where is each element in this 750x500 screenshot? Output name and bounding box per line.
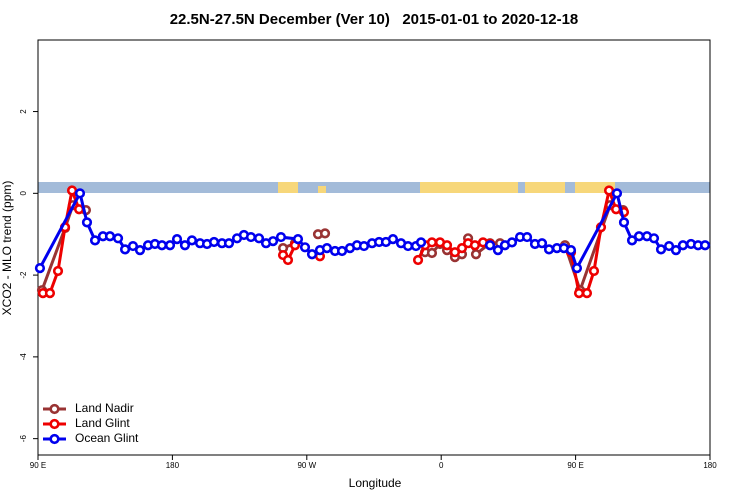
data-point <box>275 231 287 243</box>
data-point <box>321 243 333 254</box>
data-point <box>426 237 438 248</box>
data-point <box>571 263 583 274</box>
legend-label: Land Glint <box>75 416 130 430</box>
data-point <box>164 240 176 251</box>
legend-marker <box>49 433 60 445</box>
data-point <box>253 233 265 244</box>
data-point <box>611 188 623 199</box>
data-point <box>677 240 689 251</box>
x-tick-label: 180 <box>166 461 180 470</box>
data-point <box>267 236 279 247</box>
data-point <box>581 287 593 299</box>
data-point <box>415 237 427 248</box>
data-point <box>603 185 615 196</box>
data-point <box>699 240 711 251</box>
land-band <box>525 182 565 193</box>
map-strip <box>38 182 710 193</box>
data-point <box>66 185 78 196</box>
data-point <box>573 287 585 299</box>
x-tick-label: 0 <box>439 461 444 470</box>
data-point <box>655 244 667 255</box>
data-point <box>492 245 504 256</box>
data-point <box>626 235 638 246</box>
data-point <box>449 247 461 258</box>
data-point <box>506 237 518 248</box>
data-point <box>74 188 86 199</box>
data-point <box>306 249 318 260</box>
data-point <box>223 238 235 249</box>
data-point <box>119 244 131 255</box>
data-point <box>470 249 482 260</box>
data-point <box>456 243 468 254</box>
data-point <box>358 240 370 252</box>
data-point <box>299 242 311 253</box>
data-point <box>34 263 46 274</box>
y-tick-label: -6 <box>19 435 28 443</box>
land-band <box>278 182 298 193</box>
data-point <box>441 240 453 251</box>
legend-marker <box>49 418 60 430</box>
chart-title: 22.5N-27.5N December (Ver 10) 2015-01-01… <box>170 11 579 28</box>
data-point <box>44 287 56 299</box>
data-point <box>469 240 481 251</box>
data-point <box>426 247 438 259</box>
legend-label: Ocean Glint <box>75 431 139 445</box>
y-tick-label: -2 <box>19 271 28 279</box>
y-tick-label: 2 <box>19 109 28 114</box>
land-band <box>420 182 518 193</box>
x-tick-label: 90 W <box>297 461 316 470</box>
data-point <box>633 231 645 242</box>
data-point <box>179 240 191 251</box>
x-axis-label: Longitude <box>349 476 402 490</box>
data-point <box>536 238 548 249</box>
data-point <box>663 240 675 252</box>
data-point <box>618 217 630 228</box>
data-point <box>484 240 496 251</box>
data-point <box>648 233 660 244</box>
data-point <box>156 240 168 251</box>
plot-frame <box>37 39 711 456</box>
data-point <box>543 244 555 255</box>
ocean-band <box>38 182 710 193</box>
data-point <box>245 231 257 243</box>
data-point <box>104 231 116 242</box>
data-point <box>52 265 64 277</box>
data-point <box>81 217 93 228</box>
data-point <box>134 245 146 256</box>
data-point <box>208 236 220 248</box>
x-tick-label: 90 E <box>30 461 46 470</box>
y-tick-label: 0 <box>19 191 28 196</box>
data-point <box>292 234 304 245</box>
data-point <box>336 245 348 257</box>
data-point <box>112 233 124 244</box>
data-point <box>89 235 101 246</box>
y-tick-label: -4 <box>19 353 28 361</box>
x-tick-label: 180 <box>703 461 717 470</box>
data-point <box>282 254 294 266</box>
data-point <box>412 254 424 266</box>
y-axis-label: XCO2 - MLO trend (ppm) <box>0 181 14 316</box>
data-point <box>186 235 198 246</box>
data-point <box>319 228 331 239</box>
data-point <box>402 240 414 252</box>
x-tick-label: 90 E <box>567 461 583 470</box>
land-band <box>318 186 326 193</box>
data-point <box>565 245 577 256</box>
data-point <box>670 245 682 256</box>
data-point <box>127 240 139 252</box>
data-point <box>521 231 533 243</box>
data-point <box>171 234 183 245</box>
legend-label: Land Nadir <box>75 401 134 415</box>
legend-marker <box>49 403 60 415</box>
data-point <box>588 265 600 277</box>
data-point <box>387 234 399 245</box>
land-band <box>575 182 615 193</box>
